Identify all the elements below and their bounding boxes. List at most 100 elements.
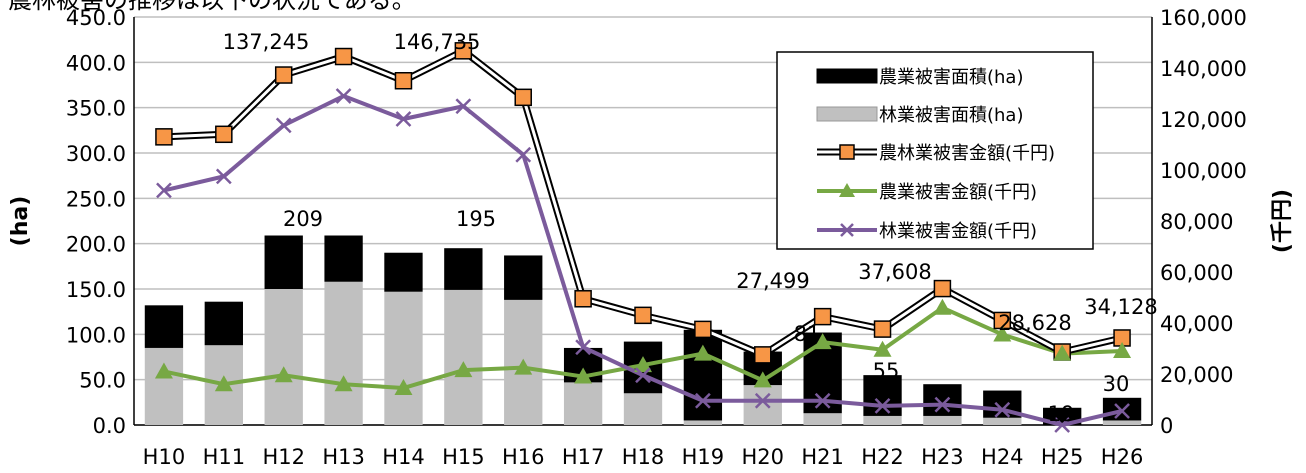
bar-forestry-area bbox=[863, 415, 902, 425]
marker-forestry-cross bbox=[455, 98, 472, 115]
x-tick-label: H25 bbox=[1041, 445, 1084, 469]
marker-agriculture-triangle bbox=[1113, 342, 1132, 359]
marker-agriculture-triangle bbox=[274, 366, 293, 383]
legend-label: 農業被害面積(ha) bbox=[879, 67, 1023, 88]
x-tick-label: H11 bbox=[203, 445, 246, 469]
legend-swatch-bar bbox=[816, 68, 878, 84]
data-label: 27,499 bbox=[736, 269, 809, 293]
bar-forestry-area bbox=[803, 413, 842, 425]
bar-forestry-area bbox=[683, 420, 723, 425]
data-label: 209 bbox=[283, 207, 323, 231]
marker-agriculture-triangle bbox=[214, 375, 233, 392]
x-tick-label: H20 bbox=[742, 445, 785, 469]
bar-forestry-area bbox=[923, 415, 962, 425]
marker-agriculture-triangle bbox=[514, 358, 533, 375]
y-right-tick-label: 140,000 bbox=[1160, 57, 1247, 81]
marker-agriculture-triangle bbox=[154, 362, 173, 379]
bar-forestry-area bbox=[563, 382, 603, 425]
marker-agriculture-triangle bbox=[634, 356, 652, 373]
marker-forestry-cross bbox=[515, 146, 532, 163]
bar-agriculture-area bbox=[204, 301, 243, 346]
marker-total-square bbox=[634, 306, 652, 325]
y-left-tick-label: 50.0 bbox=[79, 369, 126, 393]
x-tick-label: H16 bbox=[502, 445, 545, 469]
bar-forestry-area bbox=[264, 289, 303, 425]
legend-label: 農業被害金額(千円) bbox=[879, 182, 1037, 203]
legend-swatch-bar bbox=[816, 106, 878, 122]
data-label: 34,128 bbox=[1084, 295, 1157, 319]
marker-forestry-cross bbox=[1054, 417, 1071, 433]
marker-agriculture-triangle bbox=[753, 371, 772, 388]
bar-forestry-area bbox=[444, 289, 483, 425]
marker-forestry-cross bbox=[814, 392, 831, 409]
x-tick-label: H12 bbox=[262, 445, 305, 469]
y-right-tick-label: 40,000 bbox=[1160, 312, 1233, 336]
bar-agriculture-area bbox=[384, 252, 423, 292]
bar-agriculture-area bbox=[504, 255, 543, 300]
y-left-tick-label: 200.0 bbox=[66, 233, 126, 257]
y-left-axis-title: (ha) bbox=[8, 196, 33, 247]
data-label: 81 bbox=[794, 322, 821, 346]
data-label: 195 bbox=[456, 207, 496, 231]
marker-total-square bbox=[334, 47, 353, 66]
marker-forestry-cross bbox=[395, 111, 412, 127]
marker-total-square bbox=[694, 320, 712, 339]
marker-total-square bbox=[394, 72, 413, 90]
x-tick-label: H18 bbox=[622, 445, 665, 469]
y-left-tick-label: 150.0 bbox=[66, 278, 126, 302]
y-left-tick-label: 450.0 bbox=[66, 6, 126, 30]
marker-agriculture-triangle bbox=[1053, 344, 1072, 361]
marker-forestry-cross bbox=[994, 401, 1011, 418]
marker-forestry-cross bbox=[635, 367, 651, 384]
legend-label: 農林業被害金額(千円) bbox=[879, 143, 1055, 164]
marker-agriculture-triangle bbox=[454, 361, 473, 378]
y-right-axis-title: (千円) bbox=[1270, 189, 1295, 253]
marker-total-square bbox=[215, 125, 233, 144]
y-right-tick-label: 60,000 bbox=[1160, 261, 1233, 285]
legend-swatch-marker bbox=[839, 144, 855, 160]
bar-agriculture-area bbox=[1102, 397, 1142, 421]
bar-forestry-area bbox=[384, 291, 423, 425]
data-label: 37,608 bbox=[858, 260, 931, 284]
marker-total-square bbox=[274, 66, 293, 84]
bar-agriculture-area bbox=[324, 235, 363, 282]
marker-forestry-cross bbox=[754, 392, 771, 409]
chart-title-fragment: 農林被害の推移は以下の状況である。 bbox=[8, 0, 416, 14]
data-label: 30 bbox=[1103, 372, 1130, 396]
marker-agriculture-triangle bbox=[693, 344, 712, 361]
marker-forestry-cross bbox=[575, 339, 592, 356]
bar-agriculture-area bbox=[144, 305, 184, 348]
marker-forestry-cross bbox=[215, 168, 232, 185]
y-right-tick-label: 100,000 bbox=[1160, 159, 1247, 183]
marker-forestry-cross bbox=[335, 88, 352, 104]
data-label: 28,628 bbox=[998, 311, 1071, 335]
x-tick-label: H21 bbox=[801, 445, 844, 469]
marker-agriculture-triangle bbox=[993, 325, 1012, 342]
x-tick-label: H23 bbox=[921, 445, 964, 469]
marker-total-square bbox=[454, 42, 473, 60]
x-tick-label: H19 bbox=[682, 445, 725, 469]
bar-forestry-area bbox=[623, 393, 663, 425]
marker-forestry-cross bbox=[275, 117, 292, 134]
legend-label: 林業被害金額(千円) bbox=[879, 221, 1037, 242]
x-tick-label: H17 bbox=[562, 445, 605, 469]
x-tick-label: H22 bbox=[861, 445, 904, 469]
bar-agriculture-area bbox=[923, 384, 962, 416]
bar-forestry-area bbox=[144, 347, 184, 425]
marker-total-square bbox=[933, 279, 952, 298]
y-left-tick-label: 350.0 bbox=[66, 97, 126, 121]
marker-agriculture-triangle bbox=[873, 340, 892, 357]
y-right-tick-label: 0 bbox=[1160, 414, 1173, 438]
bar-forestry-area bbox=[743, 385, 782, 425]
x-tick-label: H13 bbox=[322, 445, 365, 469]
data-label: 137,245 bbox=[223, 30, 310, 54]
y-left-tick-label: 250.0 bbox=[66, 187, 126, 211]
y-right-tick-label: 120,000 bbox=[1160, 108, 1247, 132]
y-right-tick-label: 20,000 bbox=[1160, 363, 1233, 387]
data-label: 55 bbox=[873, 359, 900, 383]
marker-total-square bbox=[873, 320, 892, 338]
y-right-tick-label: 80,000 bbox=[1160, 210, 1233, 234]
marker-forestry-cross bbox=[156, 182, 172, 199]
data-label: 19 bbox=[1048, 402, 1075, 426]
